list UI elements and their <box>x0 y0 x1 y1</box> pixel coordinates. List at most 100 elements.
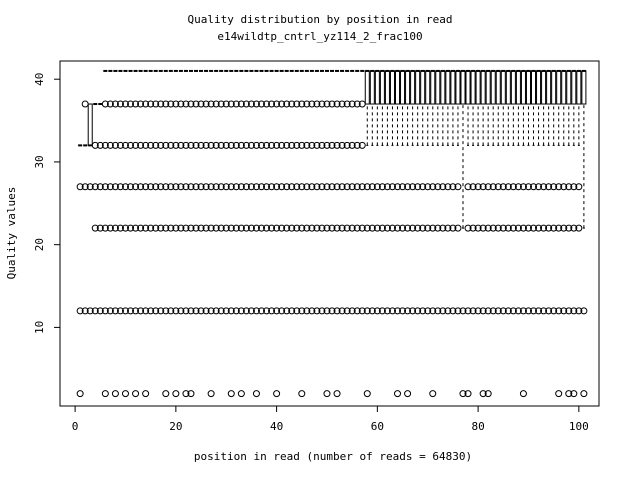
outlier <box>177 307 185 315</box>
outlier <box>263 307 271 315</box>
outlier <box>530 307 538 315</box>
outlier <box>303 307 311 315</box>
outlier <box>212 183 220 191</box>
outlier <box>363 183 371 191</box>
outlier <box>394 183 402 191</box>
outlier <box>394 390 402 398</box>
outlier <box>494 224 502 232</box>
outlier <box>137 307 145 315</box>
box <box>510 70 516 105</box>
outlier <box>101 307 109 315</box>
outlier <box>76 307 84 315</box>
outlier <box>489 224 497 232</box>
outlier <box>484 390 492 398</box>
outlier <box>555 390 563 398</box>
outlier <box>121 100 129 108</box>
outlier <box>338 183 346 191</box>
outlier <box>121 141 129 149</box>
outlier <box>222 224 230 232</box>
outlier <box>263 100 271 108</box>
outlier <box>318 100 326 108</box>
outlier <box>81 100 89 108</box>
outlier <box>373 224 381 232</box>
outlier <box>273 100 281 108</box>
outlier <box>323 224 331 232</box>
outlier <box>479 224 487 232</box>
outlier <box>101 183 109 191</box>
outlier <box>429 390 437 398</box>
outlier <box>338 100 346 108</box>
outlier <box>283 307 291 315</box>
outlier <box>237 141 245 149</box>
outlier <box>86 307 94 315</box>
outlier <box>484 307 492 315</box>
outlier <box>540 224 548 232</box>
outlier <box>514 183 522 191</box>
outlier <box>252 183 260 191</box>
outlier <box>127 307 135 315</box>
outlier <box>449 224 457 232</box>
outlier <box>484 224 492 232</box>
outlier <box>368 183 376 191</box>
outlier <box>293 224 301 232</box>
outlier <box>535 224 543 232</box>
outlier <box>449 183 457 191</box>
outlier <box>116 183 124 191</box>
outlier <box>172 183 180 191</box>
outlier <box>283 183 291 191</box>
outlier <box>142 183 150 191</box>
outlier <box>530 183 538 191</box>
outlier <box>96 141 104 149</box>
outlier <box>116 141 124 149</box>
outlier <box>202 224 210 232</box>
outlier <box>439 307 447 315</box>
outlier <box>343 183 351 191</box>
outlier <box>197 183 205 191</box>
x-tick-label: 100 <box>569 420 589 433</box>
outlier <box>524 183 532 191</box>
outlier <box>293 183 301 191</box>
outlier <box>434 183 442 191</box>
outlier <box>298 183 306 191</box>
outlier <box>232 141 240 149</box>
outlier <box>323 141 331 149</box>
outlier <box>217 100 225 108</box>
outlier <box>404 224 412 232</box>
outlier <box>439 183 447 191</box>
outlier <box>550 183 558 191</box>
outlier <box>328 183 336 191</box>
outlier <box>142 307 150 315</box>
outlier <box>388 307 396 315</box>
outlier <box>323 390 331 398</box>
outlier <box>444 307 452 315</box>
outlier <box>489 307 497 315</box>
outlier <box>217 141 225 149</box>
outlier <box>162 183 170 191</box>
outlier <box>343 141 351 149</box>
box <box>475 70 481 105</box>
box <box>405 70 411 105</box>
outlier <box>197 100 205 108</box>
outlier <box>288 224 296 232</box>
outlier <box>127 100 135 108</box>
outlier <box>474 224 482 232</box>
outlier <box>303 183 311 191</box>
outlier <box>242 183 250 191</box>
outlier <box>268 307 276 315</box>
outlier <box>494 183 502 191</box>
outlier <box>192 224 200 232</box>
outlier <box>127 183 135 191</box>
outlier <box>555 183 563 191</box>
outlier <box>530 224 538 232</box>
outlier <box>86 183 94 191</box>
outlier <box>212 307 220 315</box>
outlier <box>227 224 235 232</box>
outlier <box>358 183 366 191</box>
outlier <box>288 100 296 108</box>
outlier <box>242 141 250 149</box>
box <box>556 70 562 105</box>
outlier <box>514 307 522 315</box>
outlier <box>263 224 271 232</box>
outlier <box>328 141 336 149</box>
outlier <box>217 307 225 315</box>
